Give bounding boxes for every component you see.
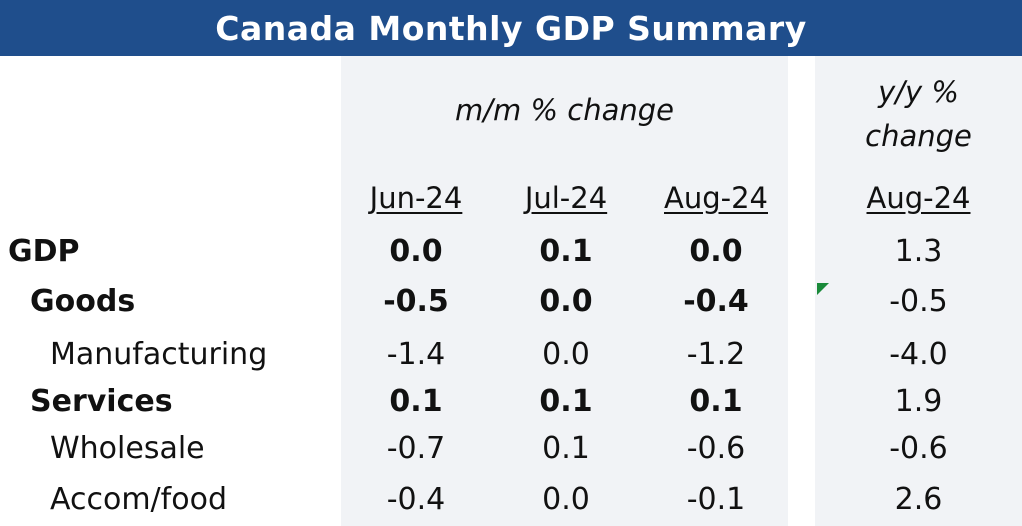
mm-column-shade	[341, 56, 788, 526]
column-header-jun-24: Jun-24	[369, 181, 463, 215]
cell-goods-yy: -0.5	[889, 284, 948, 319]
cell-goods-jun-24: -0.5	[383, 284, 449, 319]
cell-wholesale-jun-24: -0.7	[386, 431, 446, 466]
cell-accom-food-jun-24: -0.4	[386, 482, 446, 517]
cell-services-aug-24: 0.1	[689, 384, 743, 419]
cell-manufacturing-yy: -4.0	[889, 337, 948, 372]
row-label-goods: Goods	[30, 284, 136, 319]
row-label-services: Services	[30, 384, 173, 419]
cell-accom-food-yy: 2.6	[894, 482, 943, 517]
cell-manufacturing-jul-24: 0.0	[542, 337, 590, 372]
cell-services-yy: 1.9	[894, 384, 943, 419]
table-row-goods: Goods -0.5 0.0 -0.4 -0.5	[0, 277, 1022, 327]
table-row-wholesale: Wholesale -0.7 0.1 -0.6 -0.6	[0, 424, 1022, 474]
cell-manufacturing-aug-24: -1.2	[686, 337, 746, 372]
cell-gdp-yy: 1.3	[894, 234, 943, 269]
cell-manufacturing-jun-24: -1.4	[386, 337, 446, 372]
cell-wholesale-yy: -0.6	[889, 431, 948, 466]
column-header-aug-24-mm: Aug-24	[664, 181, 768, 215]
table-row-manufacturing: Manufacturing -1.4 0.0 -1.2 -4.0	[0, 330, 1022, 380]
table-title: Canada Monthly GDP Summary	[0, 0, 1022, 56]
cell-goods-jul-24: 0.0	[539, 284, 593, 319]
cell-wholesale-jul-24: 0.1	[542, 431, 590, 466]
cell-services-jun-24: 0.1	[389, 384, 443, 419]
yy-change-header-line2: change	[865, 119, 972, 153]
mm-change-header: m/m % change	[455, 93, 674, 127]
table-row-services: Services 0.1 0.1 0.1 1.9	[0, 377, 1022, 427]
cell-goods-aug-24: -0.4	[683, 284, 749, 319]
column-header-aug-24-yy: Aug-24	[866, 181, 971, 215]
cell-services-jul-24: 0.1	[539, 384, 593, 419]
row-label-accom-food: Accom/food	[50, 482, 227, 517]
row-label-manufacturing: Manufacturing	[50, 337, 268, 372]
cell-accom-food-aug-24: -0.1	[686, 482, 746, 517]
table-row-gdp: GDP 0.0 0.1 0.0 1.3	[0, 227, 1022, 277]
yy-change-header: y/y % change	[815, 70, 1022, 158]
yy-change-header-line1: y/y %	[878, 75, 959, 109]
yy-column-shade	[815, 56, 1022, 526]
cell-gdp-jul-24: 0.1	[539, 234, 593, 269]
cell-wholesale-aug-24: -0.6	[686, 431, 746, 466]
cell-comment-marker-icon	[817, 283, 829, 295]
cell-gdp-aug-24: 0.0	[689, 234, 743, 269]
row-label-gdp: GDP	[8, 234, 80, 269]
table-row-accom-food: Accom/food -0.4 0.0 -0.1 2.6	[0, 475, 1022, 525]
cell-accom-food-jul-24: 0.0	[542, 482, 590, 517]
column-header-jul-24: Jul-24	[524, 181, 608, 215]
row-label-wholesale: Wholesale	[50, 431, 205, 466]
cell-gdp-jun-24: 0.0	[389, 234, 443, 269]
